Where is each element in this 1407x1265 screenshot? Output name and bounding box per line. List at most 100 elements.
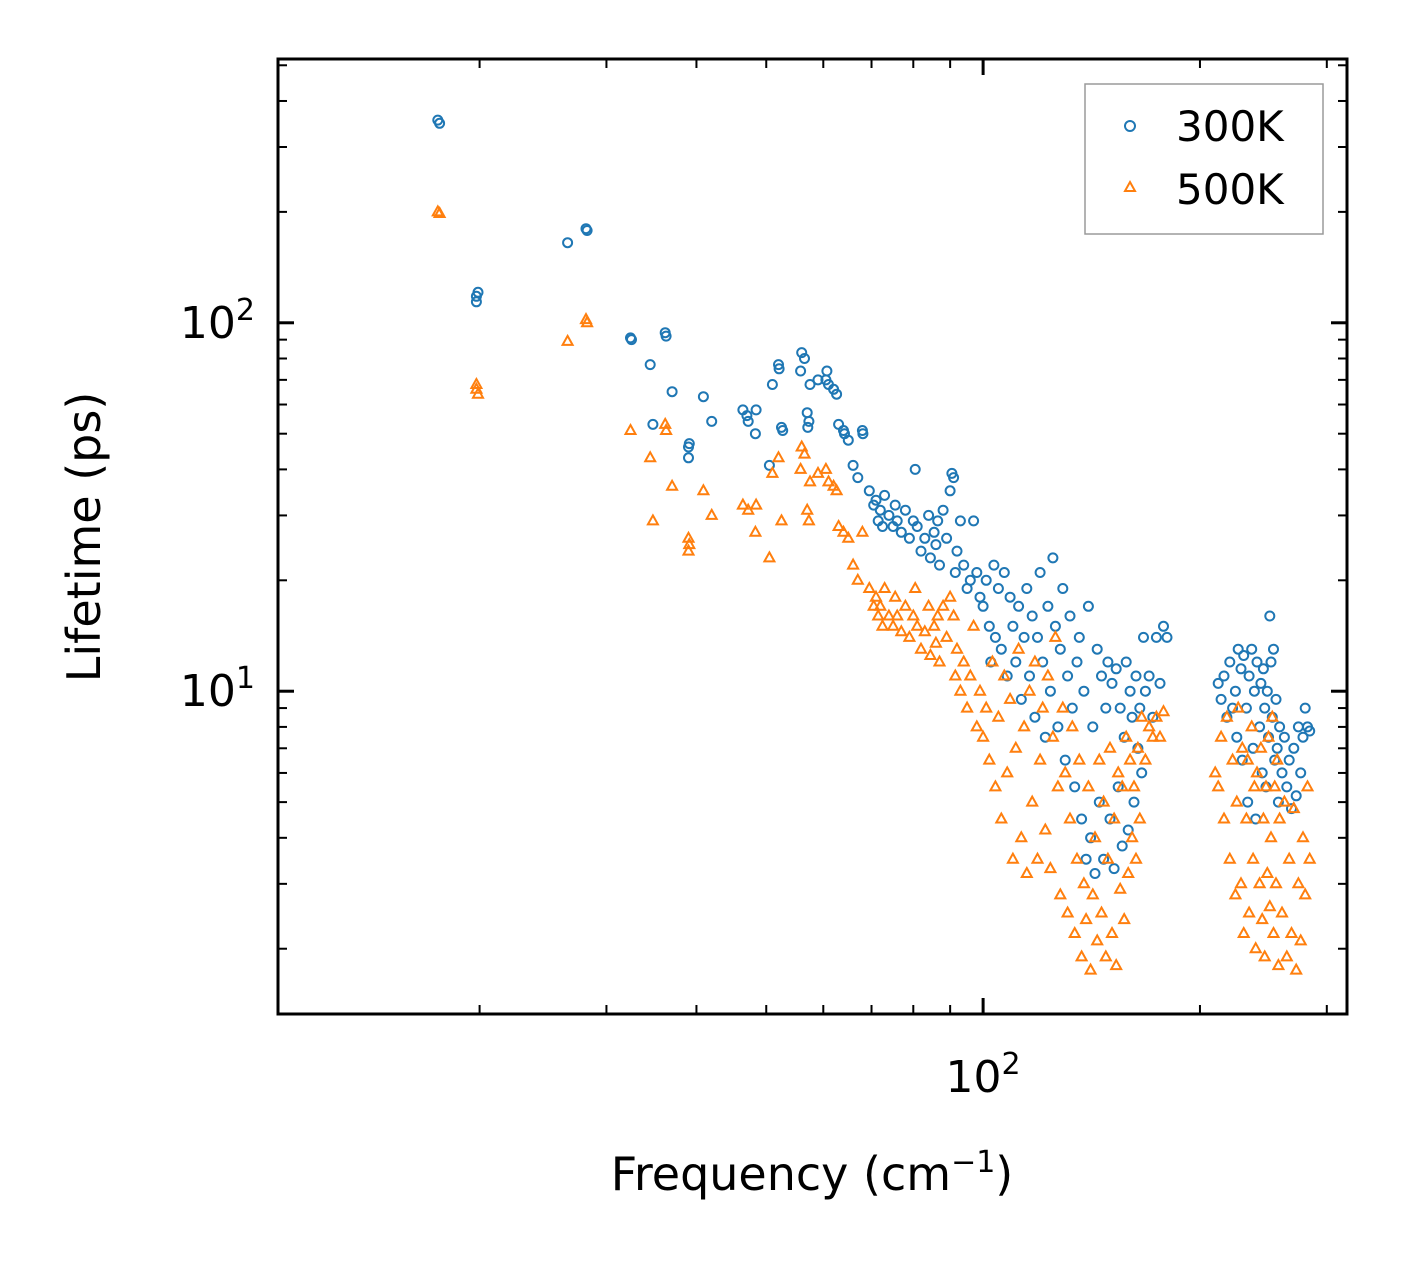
- point-500k-177: [1254, 740, 1268, 753]
- point-500k-200: [1291, 876, 1306, 889]
- point-500k-124: [1086, 887, 1100, 900]
- point-300k-37: [804, 379, 816, 390]
- point-500k-53: [888, 589, 902, 602]
- point-300k-67: [909, 463, 921, 475]
- point-500k-166: [1235, 740, 1249, 753]
- point-500k-159: [1220, 709, 1234, 722]
- point-500k-137: [1113, 881, 1127, 894]
- point-500k-80: [970, 719, 984, 732]
- point-300k-163: [1150, 631, 1162, 643]
- point-500k-151: [1146, 729, 1160, 742]
- point-500k-119: [1074, 949, 1089, 962]
- point-300k-160: [1139, 685, 1151, 697]
- point-500k-50: [877, 580, 892, 593]
- point-500k-199: [1289, 962, 1303, 975]
- point-300k-184: [1248, 685, 1260, 697]
- point-500k-51: [882, 608, 896, 621]
- point-300k-117: [1047, 552, 1059, 564]
- point-500k-67: [931, 608, 945, 621]
- point-300k-206: [1281, 781, 1293, 793]
- point-300k-99: [998, 567, 1010, 578]
- point-300k-35: [802, 421, 814, 433]
- point-500k-17: [696, 483, 711, 496]
- point-500k-45: [867, 598, 881, 611]
- point-300k-150: [1120, 656, 1132, 668]
- point-500k-12: [659, 422, 673, 435]
- point-300k-48: [847, 459, 859, 471]
- point-500k-58: [906, 608, 920, 621]
- point-500k-44: [862, 580, 876, 593]
- point-300k-16: [683, 452, 694, 464]
- point-300k-69: [915, 545, 927, 557]
- point-500k-110: [1053, 887, 1067, 900]
- point-300k-56: [874, 504, 886, 516]
- point-300k-36: [803, 415, 815, 427]
- point-500k-64: [923, 647, 938, 660]
- point-300k-173: [1229, 685, 1241, 697]
- point-500k-120: [1077, 876, 1091, 889]
- point-300k-132: [1082, 600, 1094, 612]
- point-500k-84: [982, 752, 996, 765]
- point-300k-116: [1044, 685, 1056, 697]
- point-300k-131: [1080, 853, 1092, 865]
- point-500k-111: [1056, 700, 1070, 713]
- point-500k-18: [705, 507, 719, 520]
- point-500k-201: [1294, 933, 1308, 946]
- point-500k-4: [471, 386, 485, 399]
- point-300k-178: [1238, 650, 1250, 661]
- point-500k-162: [1228, 887, 1243, 900]
- point-500k-43: [855, 524, 870, 537]
- point-300k-57: [877, 521, 888, 532]
- point-500k-136: [1111, 765, 1125, 778]
- point-500k-39: [836, 524, 851, 537]
- point-500k-134: [1107, 811, 1121, 824]
- point-500k-148: [1135, 709, 1149, 722]
- point-500k-125: [1088, 830, 1102, 843]
- point-300k-145: [1110, 663, 1122, 675]
- point-300k-91: [977, 600, 989, 612]
- point-300k-148: [1116, 840, 1128, 852]
- point-500k-114: [1063, 811, 1077, 824]
- point-300k-157: [1134, 702, 1146, 714]
- point-500k-65: [927, 618, 941, 631]
- point-500k-144: [1127, 779, 1141, 792]
- point-500k-86: [988, 779, 1003, 792]
- point-500k-181: [1259, 779, 1273, 792]
- point-500k-104: [1038, 822, 1052, 835]
- point-500k-189: [1269, 876, 1283, 889]
- point-500k-27: [793, 461, 808, 474]
- point-500k-35: [821, 474, 836, 487]
- point-500k-95: [1014, 830, 1028, 843]
- point-300k-152: [1124, 685, 1136, 697]
- point-500k-150: [1142, 719, 1156, 732]
- point-300k-92: [980, 574, 992, 586]
- point-300k-159: [1138, 631, 1149, 643]
- point-300k-40: [821, 365, 833, 377]
- point-300k-23: [749, 428, 761, 440]
- point-300k-201: [1271, 742, 1283, 754]
- point-300k-81: [948, 472, 960, 484]
- point-300k-164: [1154, 677, 1166, 689]
- point-500k-163: [1230, 794, 1244, 807]
- point-500k-188: [1268, 779, 1282, 792]
- point-300k-84: [954, 515, 966, 527]
- point-300k-105: [1015, 693, 1027, 705]
- point-300k-38: [812, 374, 824, 386]
- point-500k-140: [1119, 729, 1133, 742]
- point-500k-138: [1115, 779, 1129, 792]
- point-500k-112: [1058, 765, 1072, 778]
- point-300k-30: [777, 425, 789, 436]
- point-300k-106: [1018, 631, 1030, 643]
- point-300k-70: [919, 532, 931, 544]
- point-500k-46: [869, 589, 883, 602]
- point-300k-176: [1235, 663, 1247, 675]
- point-500k-145: [1129, 851, 1143, 864]
- point-300k-77: [937, 504, 949, 516]
- point-500k-96: [1017, 719, 1031, 732]
- point-300k-76: [934, 559, 945, 571]
- point-300k-9: [626, 334, 637, 346]
- point-500k-107: [1046, 729, 1060, 742]
- point-500k-194: [1277, 794, 1292, 807]
- point-500k-157: [1214, 729, 1228, 742]
- point-300k-98: [995, 643, 1007, 655]
